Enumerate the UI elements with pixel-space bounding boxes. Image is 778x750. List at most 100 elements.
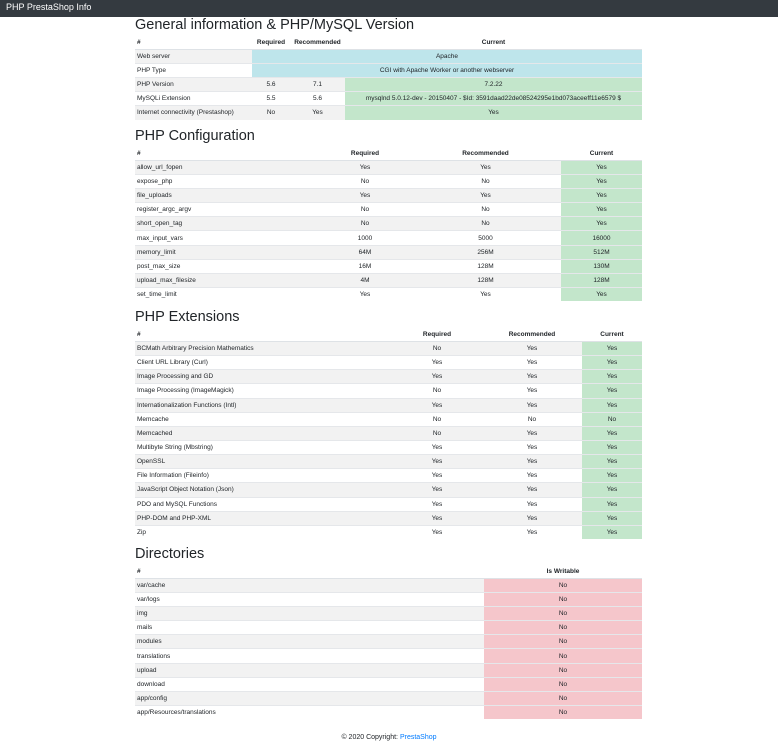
cell: Yes — [582, 482, 642, 498]
table-body: var/cache No var/logs No img No mails No modules… — [135, 577, 642, 720]
row-label: file_uploads — [135, 188, 320, 203]
cell: 16M — [320, 258, 410, 274]
table-row: Multibyte String (Mbstring) Yes Yes Yes — [135, 439, 642, 455]
column-header: Recommended — [482, 328, 582, 342]
cell: 512M — [561, 244, 642, 260]
row-label: post_max_size — [135, 258, 320, 274]
row-label: Zip — [135, 524, 392, 540]
section-title: PHP Configuration — [135, 128, 255, 144]
table-row: File Information (Fileinfo) Yes Yes Yes — [135, 468, 642, 483]
row-label: var/logs — [135, 592, 484, 607]
cell: Yes — [582, 397, 642, 413]
column-header: Is Writable — [484, 565, 642, 579]
cell: Yes — [392, 524, 482, 540]
cell: No — [482, 411, 582, 427]
row-label: download — [135, 676, 484, 692]
row-label: Memcache — [135, 411, 392, 427]
table-body: allow_url_fopen Yes Yes Yes expose_php No No Ye… — [135, 159, 642, 302]
table-row: max_input_vars 1000 5000 16000 — [135, 230, 642, 246]
info-table: # Required Recommended Current allow_url_fop… — [135, 147, 642, 302]
table-row: PHP Version 5.6 7.1 7.2.22 — [135, 77, 642, 92]
info-table: # Required Recommended Current BCMath Arbitr… — [135, 328, 642, 540]
cell: Yes — [482, 468, 582, 483]
row-label: Web server — [135, 49, 252, 64]
row-label: Image Processing and GD — [135, 369, 392, 384]
row-label: app/Resources/translations — [135, 704, 484, 720]
table-row: memory_limit 64M 256M 512M — [135, 244, 642, 260]
column-header: # — [135, 36, 252, 50]
cell: Yes — [582, 439, 642, 455]
cell: Yes — [482, 340, 582, 356]
row-label: mails — [135, 620, 484, 635]
row-label: upload — [135, 662, 484, 678]
column-header: # — [135, 565, 484, 579]
table-head: # Required Recommended Current — [135, 36, 642, 50]
cell: Yes — [482, 510, 582, 526]
cell: Yes — [561, 188, 642, 203]
row-label: expose_php — [135, 174, 320, 189]
cell: Yes — [392, 482, 482, 498]
cell: No — [484, 648, 642, 664]
table-row: Internationalization Functions (Intl) Yes… — [135, 397, 642, 413]
cell: Yes — [582, 454, 642, 469]
footer-text: © 2020 Copyright: — [341, 734, 398, 741]
row-label: translations — [135, 648, 484, 664]
cell: No — [484, 606, 642, 621]
cell: No — [484, 620, 642, 635]
table-row: var/logs No — [135, 592, 642, 607]
cell: No — [484, 577, 642, 593]
column-header: Recommended — [410, 147, 561, 161]
row-label: short_open_tag — [135, 216, 320, 231]
cell: Yes — [561, 159, 642, 175]
table-row: PHP-DOM and PHP-XML Yes Yes Yes — [135, 510, 642, 526]
cell: Yes — [561, 216, 642, 231]
row-label: PHP Type — [135, 63, 252, 78]
cell: 64M — [320, 244, 410, 260]
row-label: PDO and MySQL Functions — [135, 496, 392, 512]
row-label: max_input_vars — [135, 230, 320, 246]
navbar-title: PHP PrestaShop Info — [6, 2, 92, 12]
cell: 7.2.22 — [345, 77, 642, 92]
cell: 256M — [410, 244, 561, 260]
table-row: short_open_tag No No Yes — [135, 216, 642, 231]
cell: No — [392, 411, 482, 427]
row-label: File Information (Fileinfo) — [135, 468, 392, 483]
cell: mysqlnd 5.0.12-dev - 20150407 - $Id: 359… — [345, 91, 642, 106]
cell: Yes — [482, 383, 582, 399]
info-table: # Is Writable var/cache No var/logs No img No ma… — [135, 565, 642, 720]
cell: 5000 — [410, 230, 561, 246]
table-row: file_uploads Yes Yes Yes — [135, 188, 642, 203]
cell: Yes — [561, 174, 642, 189]
cell: Yes — [582, 369, 642, 384]
table-row: img No — [135, 606, 642, 621]
cell: Yes — [582, 383, 642, 399]
cell: Yes — [392, 468, 482, 483]
row-label: PHP-DOM and PHP-XML — [135, 510, 392, 526]
table-row: Client URL Library (Curl) Yes Yes Yes — [135, 355, 642, 370]
table-row: mails No — [135, 620, 642, 635]
cell: Yes — [582, 468, 642, 483]
table-row: download No — [135, 676, 642, 692]
cell: Yes — [392, 397, 482, 413]
table-row: Image Processing and GD Yes Yes Yes — [135, 369, 642, 384]
row-label: register_argc_argv — [135, 202, 320, 217]
cell: Yes — [482, 496, 582, 512]
footer-link[interactable]: PrestaShop — [399, 734, 437, 741]
cell: Yes — [320, 188, 410, 203]
table-head: # Required Recommended Current — [135, 328, 642, 342]
cell: No — [410, 174, 561, 189]
cell: Yes — [482, 439, 582, 455]
cell: No — [484, 634, 642, 649]
cell: 5.6 — [290, 91, 345, 106]
cell: Yes — [410, 159, 561, 175]
cell: CGI with Apache Worker or another webser… — [252, 63, 642, 78]
cell: 130M — [561, 258, 642, 274]
cell: No — [484, 704, 642, 720]
table-row: post_max_size 16M 128M 130M — [135, 258, 642, 274]
header-row: # Required Recommended Current — [135, 328, 642, 342]
table-head: # Required Recommended Current — [135, 147, 642, 161]
cell: No — [392, 383, 482, 399]
cell: Yes — [582, 355, 642, 370]
column-header: Required — [320, 147, 410, 161]
info-table: # Required Recommended Current Web server Apa… — [135, 36, 642, 120]
